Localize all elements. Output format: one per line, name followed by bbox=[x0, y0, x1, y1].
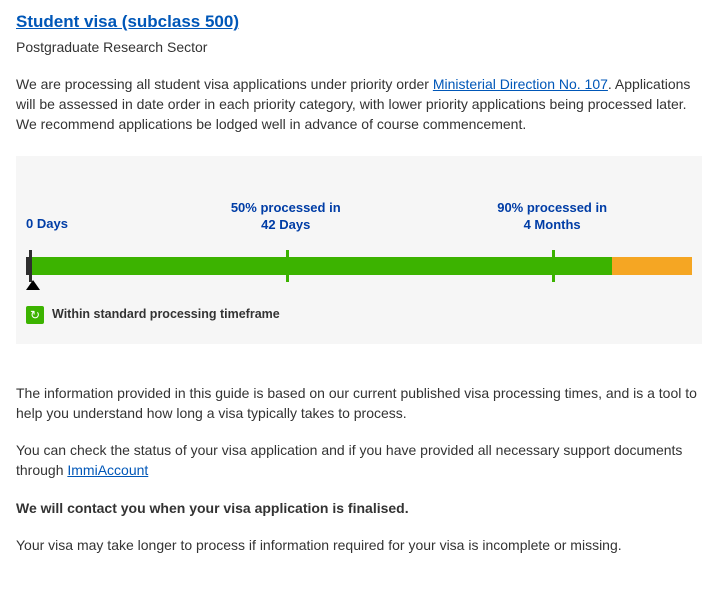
label-right-top: 90% processed in bbox=[497, 200, 607, 217]
clock-icon: ↻ bbox=[26, 306, 44, 324]
intro-pre: We are processing all student visa appli… bbox=[16, 76, 433, 92]
timeline-bar bbox=[26, 254, 692, 278]
bar-green-segment bbox=[32, 257, 612, 275]
timeline-labels: 0 Days 50% processed in 42 Days 90% proc… bbox=[26, 200, 692, 246]
arrow-row bbox=[26, 278, 692, 292]
bar-orange-segment bbox=[612, 257, 692, 275]
label-mid: 50% processed in 42 Days bbox=[231, 200, 341, 234]
info-p3: We will contact you when your visa appli… bbox=[16, 499, 702, 519]
visa-subtitle: Postgraduate Research Sector bbox=[16, 38, 702, 58]
legend-text: Within standard processing timeframe bbox=[52, 306, 280, 324]
intro-paragraph: We are processing all student visa appli… bbox=[16, 75, 702, 134]
label-right: 90% processed in 4 Months bbox=[497, 200, 607, 234]
info-block: The information provided in this guide i… bbox=[16, 384, 702, 556]
you-are-here-arrow-icon bbox=[26, 280, 40, 290]
info-p2: You can check the status of your visa ap… bbox=[16, 441, 702, 480]
label-mid-top: 50% processed in bbox=[231, 200, 341, 217]
label-right-bot: 4 Months bbox=[497, 217, 607, 234]
legend-row: ↻ Within standard processing timeframe bbox=[26, 306, 692, 324]
ministerial-direction-link[interactable]: Ministerial Direction No. 107 bbox=[433, 76, 608, 92]
immiaccount-link[interactable]: ImmiAccount bbox=[67, 462, 148, 478]
label-mid-bot: 42 Days bbox=[231, 217, 341, 234]
label-start: 0 Days bbox=[26, 216, 68, 233]
info-p1: The information provided in this guide i… bbox=[16, 384, 702, 423]
timeline-panel: 0 Days 50% processed in 42 Days 90% proc… bbox=[16, 156, 702, 344]
visa-title-link[interactable]: Student visa (subclass 500) bbox=[16, 12, 239, 31]
info-p4: Your visa may take longer to process if … bbox=[16, 536, 702, 556]
